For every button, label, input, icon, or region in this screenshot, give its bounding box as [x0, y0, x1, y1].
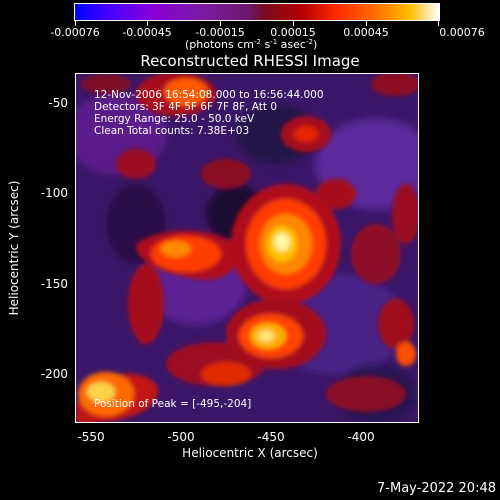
plot-title: Reconstructed RHESSI Image — [140, 52, 360, 70]
x-axis-label: Heliocentric X (arcsec) — [182, 446, 318, 460]
x-tick-label: -500 — [167, 430, 195, 444]
y-tick-label: -50 — [48, 96, 68, 110]
colorbar-tick-label: -0.00015 — [195, 26, 245, 39]
y-tick-label: -150 — [40, 277, 68, 291]
colorbar-tick-label: 0.00015 — [270, 26, 316, 39]
detectors-info: Detectors: 3F 4F 5F 6F 7F 8F, Att 0 — [94, 101, 278, 113]
colorbar-tick-label: -0.00045 — [122, 26, 172, 39]
colorbar — [74, 3, 440, 21]
colorbar-ticks — [75, 20, 439, 26]
peak-position: Position of Peak = [-495,-204] — [94, 398, 252, 410]
observation-time: 12-Nov-2006 16:54:08.000 to 16:56:44.000 — [94, 89, 324, 101]
y-axis-label: Heliocentric Y (arcsec) — [7, 180, 21, 316]
y-tick-label: -200 — [40, 367, 68, 381]
image-plot-area: 12-Nov-2006 16:54:08.000 to 16:56:44.000… — [75, 73, 419, 423]
x-tick-label: -550 — [77, 430, 105, 444]
x-tick-label: -450 — [257, 430, 285, 444]
colorbar-tick-label: 0.00045 — [343, 26, 389, 39]
x-tick-label: -400 — [347, 430, 375, 444]
clean-total-counts: Clean Total counts: 7.38E+03 — [94, 125, 250, 137]
y-tick-label: -100 — [40, 186, 68, 200]
energy-range: Energy Range: 25.0 - 50.0 keV — [94, 113, 255, 125]
colorbar-unit-label: (photons cm-2 s-1 asec-2) — [185, 38, 318, 51]
colorbar-labels: -0.00076 -0.00045 -0.00015 0.00015 0.000… — [0, 26, 500, 42]
rhessi-image-map — [76, 74, 418, 422]
timestamp: 7-May-2022 20:48 — [377, 481, 496, 496]
colorbar-tick-label: -0.00076 — [50, 26, 100, 39]
colorbar-tick-label: 0.00076 — [439, 26, 485, 39]
